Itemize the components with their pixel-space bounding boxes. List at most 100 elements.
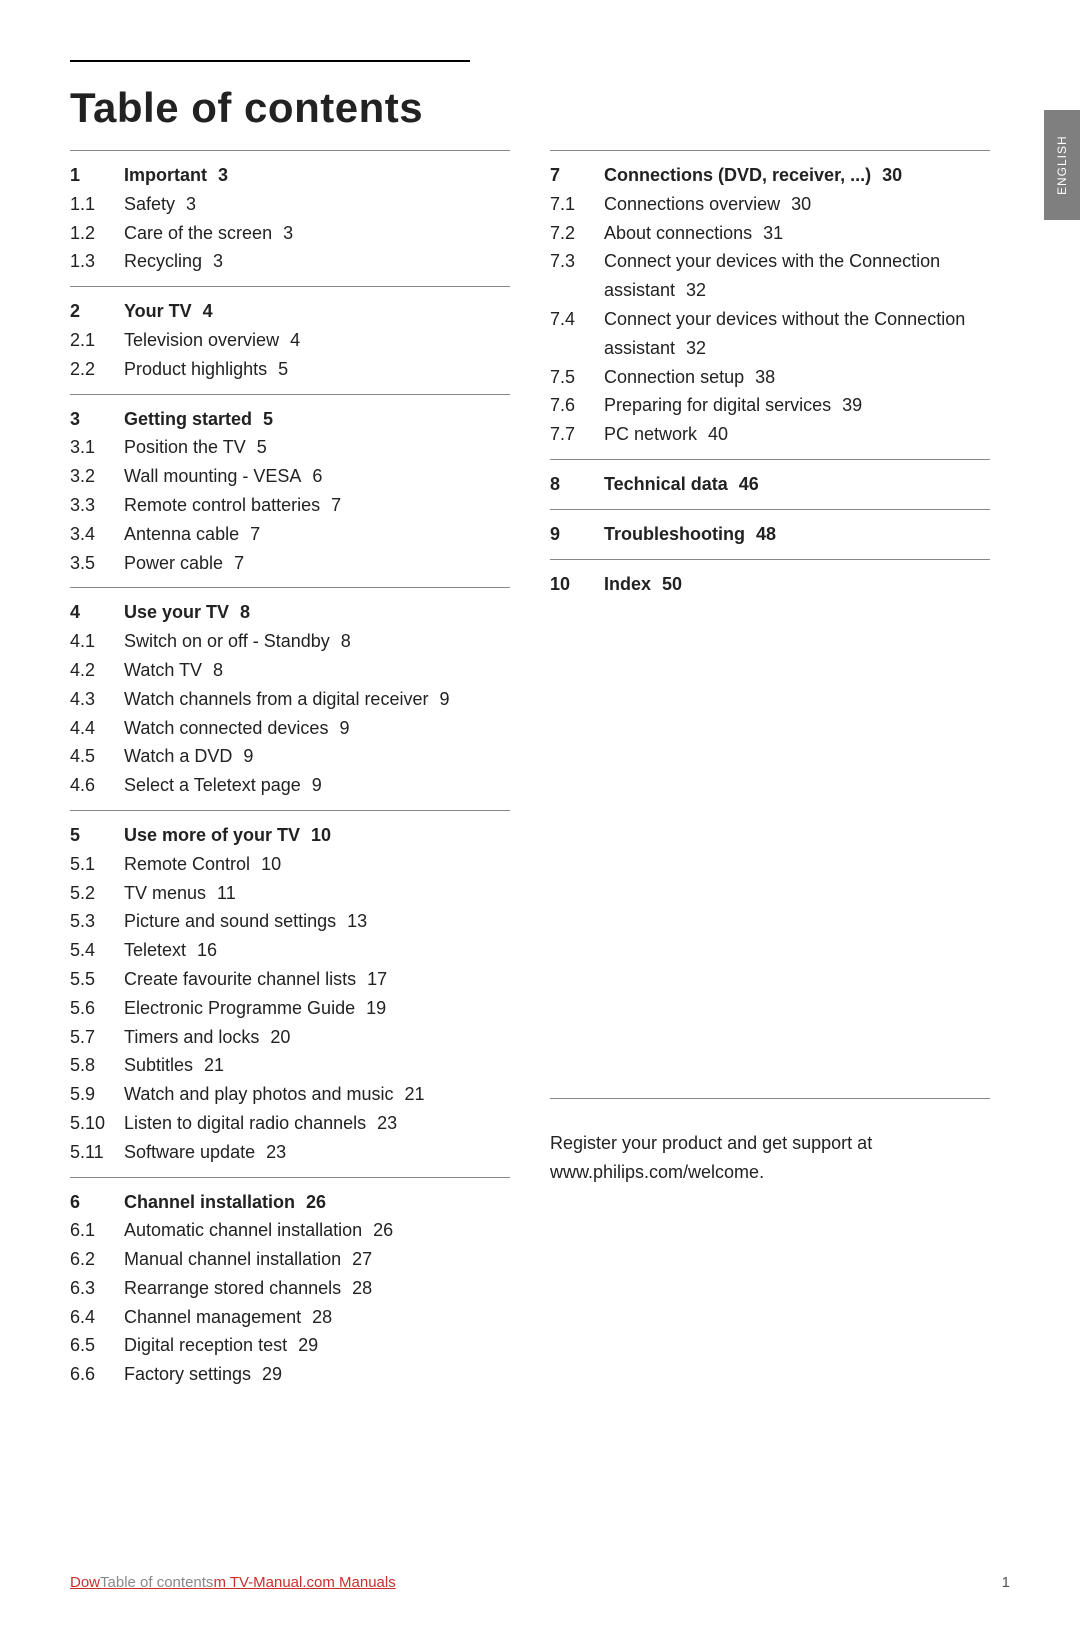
footer-red-prefix: Dow — [70, 1574, 100, 1591]
toc-number: 6.1 — [70, 1216, 124, 1245]
toc-title-text: Select a Teletext page — [124, 775, 301, 795]
toc-title: Connections overview 30 — [604, 190, 990, 219]
toc-item: 5.3Picture and sound settings 13 — [70, 907, 510, 936]
column-right: 7Connections (DVD, receiver, ...) 307.1C… — [550, 150, 990, 1399]
toc-section: 2Your TV 42.1Television overview 42.2Pro… — [70, 286, 510, 393]
toc-title-text: Create favourite channel lists — [124, 969, 356, 989]
toc-item: 6.6Factory settings 29 — [70, 1360, 510, 1389]
toc-number: 8 — [550, 470, 604, 499]
toc-item: 1.3Recycling 3 — [70, 247, 510, 276]
toc-section-header: 6Channel installation 26 — [70, 1188, 510, 1217]
toc-item: 1.1Safety 3 — [70, 190, 510, 219]
toc-title-text: Wall mounting - VESA — [124, 466, 301, 486]
toc-number: 6.4 — [70, 1303, 124, 1332]
toc-number: 5.1 — [70, 850, 124, 879]
toc-title: Subtitles 21 — [124, 1051, 510, 1080]
toc-title-text: Electronic Programme Guide — [124, 998, 355, 1018]
toc-title-text: Software update — [124, 1142, 255, 1162]
toc-item: 7.6Preparing for digital services 39 — [550, 391, 990, 420]
toc-page: 9 — [238, 746, 253, 766]
toc-number: 2 — [70, 297, 124, 326]
toc-item: 7.3Connect your devices with the Connect… — [550, 247, 990, 305]
toc-number: 4.1 — [70, 627, 124, 656]
toc-item: 5.4Teletext 16 — [70, 936, 510, 965]
toc-item: 7.1Connections overview 30 — [550, 190, 990, 219]
toc-title-text: Subtitles — [124, 1055, 193, 1075]
toc-title: Connect your devices with the Connection… — [604, 247, 990, 305]
toc-number: 7.5 — [550, 363, 604, 392]
toc-section-header: 8Technical data 46 — [550, 470, 990, 499]
toc-number: 7.2 — [550, 219, 604, 248]
toc-number: 5.11 — [70, 1138, 124, 1167]
toc-title: Getting started 5 — [124, 405, 510, 434]
toc-item: 6.4Channel management 28 — [70, 1303, 510, 1332]
toc-page: 21 — [199, 1055, 224, 1075]
toc-title: Care of the screen 3 — [124, 219, 510, 248]
toc-title: Power cable 7 — [124, 549, 510, 578]
toc-number: 4.3 — [70, 685, 124, 714]
toc-item: 6.5Digital reception test 29 — [70, 1331, 510, 1360]
toc-number: 5.10 — [70, 1109, 124, 1138]
toc-section: 8Technical data 46 — [550, 459, 990, 509]
toc-title-text: About connections — [604, 223, 752, 243]
columns-wrapper: 1Important 31.1Safety 31.2Care of the sc… — [70, 150, 1010, 1399]
toc-title: About connections 31 — [604, 219, 990, 248]
toc-title-text: Safety — [124, 194, 175, 214]
toc-section: 5Use more of your TV 105.1Remote Control… — [70, 810, 510, 1177]
toc-page: 5 — [252, 437, 267, 457]
toc-title-text: Television overview — [124, 330, 279, 350]
toc-number: 7 — [550, 161, 604, 190]
toc-title-text: Connection setup — [604, 367, 744, 387]
toc-number: 5.8 — [70, 1051, 124, 1080]
toc-page: 11 — [212, 883, 236, 903]
toc-page: 27 — [347, 1249, 372, 1269]
toc-number: 7.7 — [550, 420, 604, 449]
toc-title-text: Factory settings — [124, 1364, 251, 1384]
toc-page: 9 — [307, 775, 322, 795]
toc-section: 7Connections (DVD, receiver, ...) 307.1C… — [550, 150, 990, 459]
toc-title-text: Power cable — [124, 553, 223, 573]
toc-title-text: Connect your devices with the Connection… — [604, 251, 940, 300]
toc-title: Channel installation 26 — [124, 1188, 510, 1217]
toc-number: 3.2 — [70, 462, 124, 491]
toc-page: 26 — [301, 1192, 326, 1212]
toc-title-text: Remote Control — [124, 854, 250, 874]
toc-page: 39 — [837, 395, 862, 415]
toc-number: 2.2 — [70, 355, 124, 384]
toc-section-header: 3Getting started 5 — [70, 405, 510, 434]
toc-page: 8 — [235, 602, 250, 622]
toc-item: 3.4Antenna cable 7 — [70, 520, 510, 549]
toc-title: Connect your devices without the Connect… — [604, 305, 990, 363]
toc-section-header: 1Important 3 — [70, 161, 510, 190]
toc-title: Switch on or off - Standby 8 — [124, 627, 510, 656]
toc-title-text: Rearrange stored channels — [124, 1278, 341, 1298]
toc-number: 5.2 — [70, 879, 124, 908]
toc-page: 17 — [362, 969, 387, 989]
toc-page: 9 — [334, 718, 349, 738]
toc-title: Automatic channel installation 26 — [124, 1216, 510, 1245]
support-text: Register your product and get support at… — [550, 1098, 990, 1187]
toc-item: 2.2Product highlights 5 — [70, 355, 510, 384]
toc-number: 10 — [550, 570, 604, 599]
toc-title: Picture and sound settings 13 — [124, 907, 510, 936]
toc-title: Software update 23 — [124, 1138, 510, 1167]
toc-title-text: Teletext — [124, 940, 186, 960]
toc-item: 4.5Watch a DVD 9 — [70, 742, 510, 771]
toc-number: 3.1 — [70, 433, 124, 462]
toc-item: 3.2Wall mounting - VESA 6 — [70, 462, 510, 491]
toc-item: 4.4Watch connected devices 9 — [70, 714, 510, 743]
toc-item: 4.2Watch TV 8 — [70, 656, 510, 685]
toc-page: 5 — [258, 409, 273, 429]
footer-red-suffix: m TV-Manual.com Manuals — [213, 1574, 395, 1591]
toc-page: 20 — [265, 1027, 290, 1047]
toc-title-text: Technical data — [604, 474, 728, 494]
toc-number: 5 — [70, 821, 124, 850]
toc-title-text: Index — [604, 574, 651, 594]
toc-section: 9Troubleshooting 48 — [550, 509, 990, 559]
footer-download-link[interactable]: DowTable of contentsm TV-Manual.com Manu… — [70, 1574, 396, 1591]
toc-title-text: Channel installation — [124, 1192, 295, 1212]
toc-page: 50 — [657, 574, 682, 594]
toc-item: 5.7Timers and locks 20 — [70, 1023, 510, 1052]
toc-title-text: Watch and play photos and music — [124, 1084, 393, 1104]
toc-title: Digital reception test 29 — [124, 1331, 510, 1360]
